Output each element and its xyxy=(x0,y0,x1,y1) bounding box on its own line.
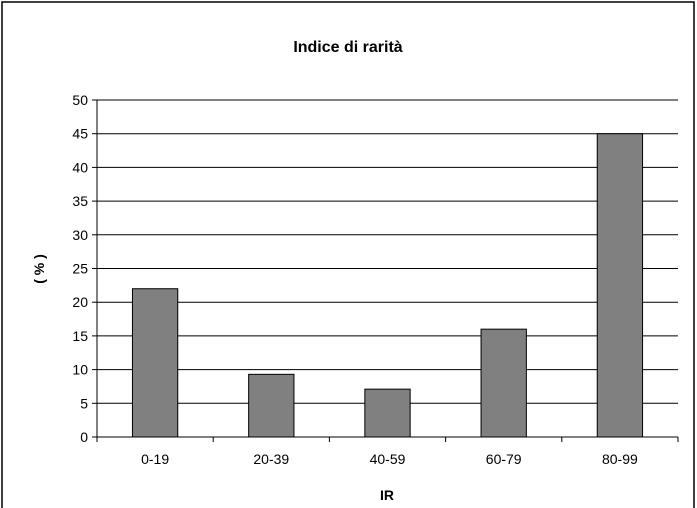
bar-20-39 xyxy=(248,373,295,438)
y-tick-label: 45 xyxy=(72,126,88,142)
bar-60-79 xyxy=(480,328,527,438)
x-axis-ticks: 0-19 20-39 40-59 60-79 80-99 xyxy=(96,437,679,467)
y-tick-label: 5 xyxy=(80,395,88,411)
y-axis-ticks: 0 5 10 15 20 25 30 35 40 45 50 xyxy=(72,92,97,445)
bar-40-59 xyxy=(364,388,411,438)
x-tick-label: 40-59 xyxy=(370,451,406,467)
y-tick-label: 35 xyxy=(72,193,88,209)
x-axis-title: IR xyxy=(380,487,394,503)
y-tick-label: 20 xyxy=(72,294,88,310)
y-tick-label: 30 xyxy=(72,227,88,243)
y-tick-label: 0 xyxy=(80,429,88,445)
y-tick-label: 25 xyxy=(72,261,88,277)
y-tick-label: 50 xyxy=(72,92,88,108)
x-tick-label: 60-79 xyxy=(486,451,522,467)
y-axis-title: ( % ) xyxy=(31,254,47,284)
x-tick-label: 80-99 xyxy=(602,451,638,467)
chart-title: Indice di rarità xyxy=(293,39,402,56)
x-tick-label: 0-19 xyxy=(141,451,169,467)
y-tick-label: 40 xyxy=(72,159,88,175)
bar-80-99 xyxy=(596,133,644,438)
bars xyxy=(131,133,644,438)
y-tick-label: 10 xyxy=(72,362,88,378)
gridlines xyxy=(97,99,678,404)
bar-0-19 xyxy=(131,288,179,438)
y-tick-label: 15 xyxy=(72,328,88,344)
x-tick-label: 20-39 xyxy=(253,451,289,467)
